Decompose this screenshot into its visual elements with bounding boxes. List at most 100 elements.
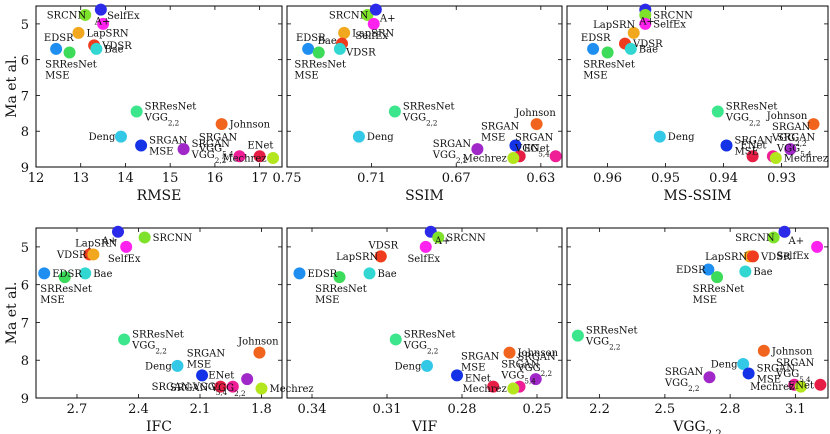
y-tick-label: 9 — [21, 392, 29, 407]
y-tick-label: 6 — [21, 54, 29, 69]
data-point — [421, 359, 433, 372]
point-label: SRGAN — [199, 132, 238, 143]
data-point — [811, 240, 824, 253]
data-point — [333, 42, 346, 55]
point-label: SRGAN — [772, 122, 811, 133]
y-tick-label: 7 — [21, 89, 29, 104]
data-point — [807, 118, 820, 131]
point-label: MSE — [315, 295, 339, 306]
data-point — [72, 26, 85, 39]
point-label: VGG2,2 — [725, 113, 761, 128]
point-label: SRGAN — [757, 363, 796, 374]
data-point — [711, 105, 724, 118]
point-label: ENet — [740, 140, 766, 151]
point-label: Bae — [318, 36, 337, 47]
x-axis-label: MS-SSIM — [664, 188, 732, 204]
data-point — [624, 42, 637, 55]
data-point — [233, 150, 246, 163]
plot-frame — [286, 5, 563, 168]
point-label: SRResNet — [40, 284, 92, 295]
x-tick-label: 12 — [28, 171, 45, 186]
point-label: SelfEx — [108, 254, 141, 265]
plot-frame — [35, 5, 283, 168]
data-point — [196, 369, 209, 382]
x-axis-label: RMSE — [137, 188, 182, 204]
point-label: SRGAN — [776, 358, 815, 369]
point-label: Johnson — [771, 346, 813, 357]
x-tick-label: 0.95 — [651, 171, 680, 186]
point-label: Johnson — [766, 111, 808, 122]
data-point — [94, 3, 107, 16]
point-label: SRGAN — [187, 348, 226, 359]
x-tick-label: 0.34 — [298, 402, 327, 417]
x-tick-label: 13 — [72, 171, 89, 186]
point-label: A+ — [94, 17, 111, 28]
point-label: MSE — [583, 71, 607, 82]
x-tick-label: 0.71 — [357, 171, 386, 186]
point-label: SRResNet — [45, 60, 97, 71]
data-point — [363, 267, 376, 280]
data-point — [97, 17, 110, 30]
point-label: EDSR — [308, 269, 338, 280]
x-tick-label: 14 — [117, 171, 134, 186]
point-label: ENet — [247, 140, 273, 151]
data-point — [388, 105, 401, 118]
chart-panel-5: 0.34 0.31 0.28 0.25 VIF A+SRCNN SelfEx LapSRNVD… — [286, 225, 563, 434]
x-tick-label: 3.1 — [785, 402, 806, 417]
data-point — [130, 105, 143, 118]
point-label: SRGAN — [149, 136, 188, 147]
data-point — [601, 46, 614, 59]
data-point — [451, 369, 463, 382]
x-axis-label: SSIM — [405, 188, 444, 204]
x-tick-label: 0.96 — [593, 171, 622, 186]
data-point — [241, 373, 254, 386]
data-point — [530, 118, 543, 131]
point-label: VGG2,2 — [402, 113, 438, 128]
data-point — [63, 46, 76, 59]
data-point — [352, 130, 365, 143]
point-label: SRGAN — [517, 352, 556, 363]
x-tick-label: 17 — [251, 171, 268, 186]
data-point — [114, 130, 127, 143]
data-point — [79, 8, 92, 21]
point-label: VDSR — [632, 39, 663, 50]
plot-frame — [35, 227, 283, 399]
data-point — [253, 346, 266, 359]
data-point — [587, 42, 600, 55]
point-label: SRResNet — [693, 284, 745, 295]
data-point — [333, 271, 346, 284]
data-point — [487, 380, 500, 393]
point-label: MSE — [481, 133, 505, 144]
data-point — [746, 150, 759, 163]
point-label: Deng — [395, 361, 422, 372]
point-label: VDSR — [56, 250, 87, 261]
data-point — [769, 152, 782, 165]
y-tick-label: 5 — [21, 18, 29, 33]
data-point — [215, 118, 228, 131]
point-label: MSE — [45, 71, 69, 82]
data-point — [757, 344, 770, 357]
data-point — [118, 333, 131, 346]
data-point — [138, 231, 151, 244]
point-label: Bae — [639, 44, 658, 55]
point-label: ENet — [465, 374, 491, 385]
point-label: Deng — [145, 361, 172, 372]
data-point — [507, 382, 520, 395]
x-tick-label: 0.93 — [767, 171, 796, 186]
point-label: A+ — [379, 14, 396, 25]
point-label: SelfEx — [653, 19, 686, 30]
x-tick-label: 0.28 — [448, 402, 477, 417]
data-point — [87, 248, 100, 261]
y-axis-label: Ma et al. — [4, 55, 20, 118]
point-label: Deng — [711, 360, 738, 371]
point-label: SelfEx — [355, 31, 388, 42]
point-label: MSE — [187, 359, 211, 370]
data-point — [50, 42, 63, 55]
point-label: SRGAN — [665, 367, 704, 378]
data-point — [255, 382, 268, 395]
data-point — [177, 143, 190, 156]
point-label: Deng — [668, 132, 695, 143]
point-label: SRResNet — [586, 326, 638, 337]
y-tick-label: 8 — [21, 354, 29, 369]
